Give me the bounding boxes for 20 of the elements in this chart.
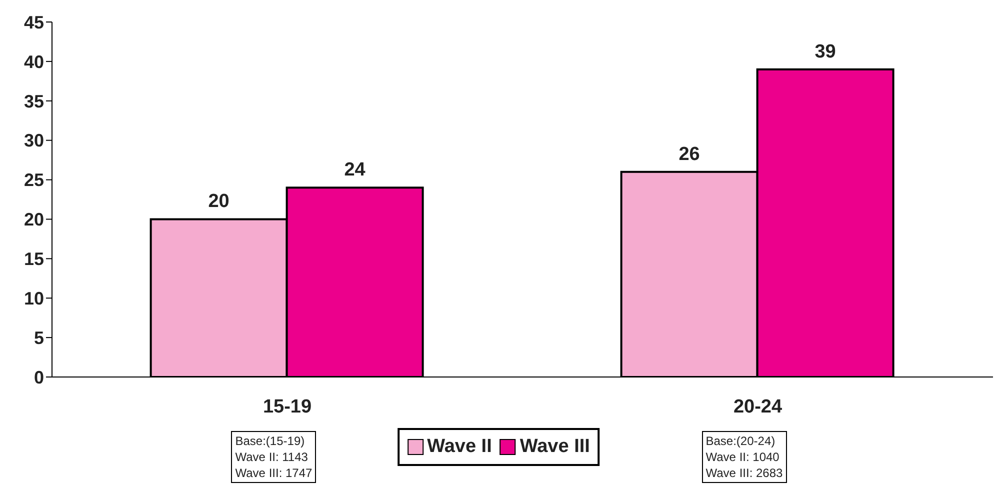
y-tick-label: 40 bbox=[24, 52, 44, 72]
y-tick-label: 20 bbox=[24, 210, 44, 230]
y-tick-label: 0 bbox=[34, 367, 44, 388]
legend-label: Wave II bbox=[426, 436, 492, 458]
data-label: 39 bbox=[814, 41, 836, 62]
text: Base:(15-19) Wave II: 1143 Wave III: 1747 bbox=[231, 431, 316, 483]
y-tick-label: 25 bbox=[24, 170, 44, 190]
y-tick-label: 45 bbox=[24, 12, 44, 32]
y-tick-label: 15 bbox=[24, 249, 44, 270]
y-tick-label: 10 bbox=[24, 288, 44, 308]
x-tick-label: 15-19 bbox=[262, 396, 312, 418]
data-label: 26 bbox=[678, 144, 700, 165]
y-tick-label: 30 bbox=[24, 130, 44, 151]
data-label: 20 bbox=[208, 191, 230, 212]
y-tick-label: 35 bbox=[24, 91, 44, 112]
y-tick-label: 5 bbox=[34, 328, 44, 348]
x-tick-label: 20-24 bbox=[733, 396, 782, 418]
data-label: 24 bbox=[344, 160, 366, 181]
text: Base:(20-24) Wave II: 1040 Wave III: 2683 bbox=[702, 431, 787, 483]
legend-label: Wave III bbox=[518, 436, 590, 458]
